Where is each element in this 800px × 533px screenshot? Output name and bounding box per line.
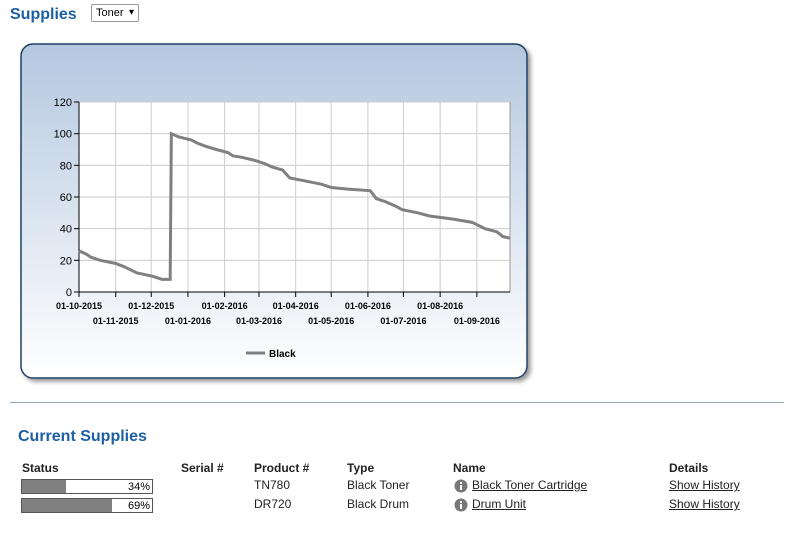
show-history-link[interactable]: Show History [669, 478, 740, 492]
x-tick-label: 01-08-2016 [417, 301, 463, 311]
x-tick-label: 01-03-2016 [236, 316, 282, 326]
column-header: Serial # [181, 461, 224, 475]
x-tick-label: 01-11-2015 [93, 316, 139, 326]
info-icon[interactable] [454, 479, 468, 493]
y-tick-label: 20 [60, 255, 72, 267]
status-label: 34% [127, 481, 150, 493]
supply-name-link[interactable]: Drum Unit [472, 497, 527, 511]
column-header: Status [22, 461, 59, 475]
x-tick-label: 01-12-2015 [128, 301, 174, 311]
status-bar: 34% [21, 479, 153, 494]
supply-type: Black Drum [347, 497, 410, 511]
x-tick-label: 01-09-2016 [454, 316, 500, 326]
status-fill [22, 480, 67, 493]
column-header: Details [669, 461, 709, 475]
y-tick-label: 120 [54, 97, 72, 109]
product-number: DR720 [254, 497, 292, 511]
supply-type: Black Toner [347, 478, 410, 492]
status-bar: 69% [21, 498, 153, 513]
show-history-link[interactable]: Show History [669, 497, 740, 511]
y-tick-label: 0 [66, 287, 72, 299]
status-fill [22, 499, 112, 512]
supply-name-link[interactable]: Black Toner Cartridge [472, 478, 588, 492]
x-tick-label: 01-04-2016 [273, 301, 319, 311]
page-title: Supplies [10, 6, 77, 23]
product-number: TN780 [254, 478, 291, 492]
section-title: Current Supplies [18, 428, 147, 445]
column-header: Product # [254, 461, 310, 475]
x-tick-label: 01-02-2016 [202, 301, 248, 311]
chart: 0 20 40 60 80 100 120 01-10-2015 01-11-2015 01-12… [20, 43, 528, 379]
x-tick-label: 01-10-2015 [56, 301, 102, 311]
legend-label: Black [269, 349, 296, 360]
y-tick-label: 60 [60, 192, 72, 204]
info-icon[interactable] [454, 498, 468, 512]
y-tick-label: 80 [60, 160, 72, 172]
column-header: Name [453, 461, 486, 475]
data-line [78, 131, 511, 281]
x-tick-label: 01-05-2016 [308, 316, 354, 326]
column-header: Type [347, 461, 375, 475]
x-tick-label: 01-06-2016 [345, 301, 391, 311]
y-tick-label: 100 [54, 129, 72, 141]
status-label: 69% [127, 500, 150, 512]
x-tick-label: 01-07-2016 [380, 316, 426, 326]
x-tick-label: 01-01-2016 [165, 316, 211, 326]
divider [10, 402, 784, 403]
supply-selector[interactable]: Toner [91, 4, 139, 22]
y-tick-label: 40 [60, 224, 72, 236]
